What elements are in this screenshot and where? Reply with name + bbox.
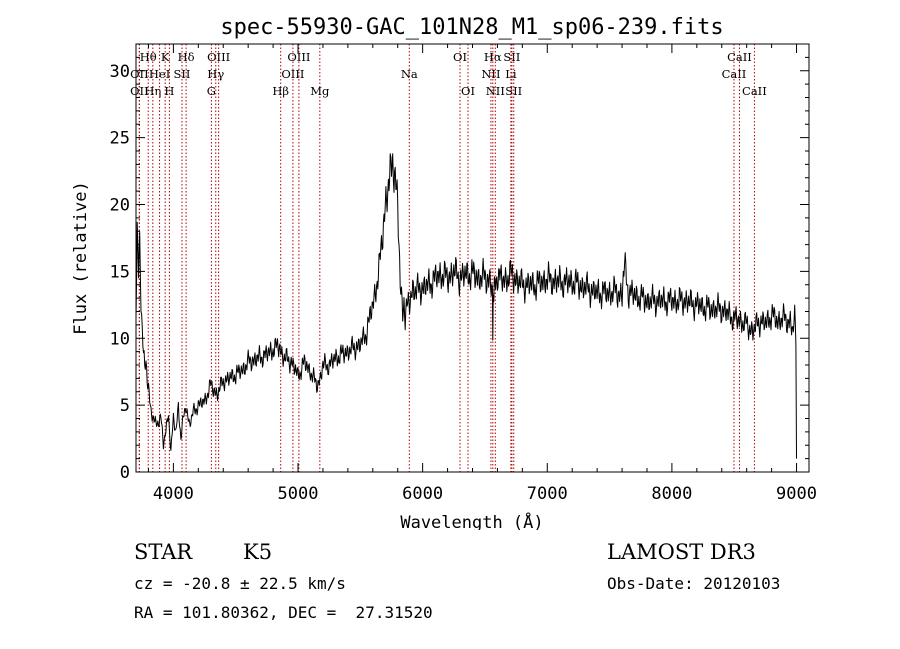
line-label-8: Hδ: [178, 50, 195, 64]
line-label-23: SII: [505, 84, 522, 98]
x-tick-label-1: 5000: [278, 484, 319, 504]
ra-dec-coordinates: RA = 101.80362, DEC = 27.31520: [134, 603, 433, 622]
line-label-7: H: [164, 84, 174, 98]
y-tick-label-0: 0: [120, 463, 130, 483]
chart-title: spec-55930-GAC_101N28_M1_sp06-239.fits: [220, 15, 723, 40]
line-label-6: SII: [174, 67, 191, 81]
x-axis-label: Wavelength (Å): [400, 511, 543, 530]
x-tick-label-0: 4000: [153, 484, 194, 504]
line-label-14: OIII: [287, 50, 310, 64]
line-label-0: Hθ: [140, 50, 157, 64]
line-label-16: Na: [401, 67, 418, 81]
axes: 4000 5000 6000 7000 8000 9000 0 5 10 15 20 25 30: [110, 43, 817, 504]
y-tick-label-4: 20: [110, 196, 130, 216]
y-tick-label-6: 30: [110, 62, 130, 82]
line-label-17: OI: [453, 50, 467, 64]
line-label-24: Li: [505, 67, 517, 81]
y-tick-label-3: 15: [110, 262, 130, 282]
line-label-25: CaII: [722, 67, 747, 81]
survey-name: LAMOST DR3: [607, 540, 756, 564]
line-label-21: NII: [486, 84, 505, 98]
object-class: STAR: [134, 540, 193, 564]
x-tick-label-2: 6000: [402, 484, 443, 504]
y-tick-label-5: 25: [110, 129, 130, 149]
line-label-18: OI: [461, 84, 475, 98]
line-label-13: OIII: [281, 67, 304, 81]
line-label-3: Hη: [144, 84, 161, 98]
line-label-2: OII: [130, 84, 149, 98]
line-label-12: Hβ: [272, 84, 289, 98]
x-tick-label-3: 7000: [527, 484, 568, 504]
y-axis-label: Flux (relative): [71, 181, 91, 335]
line-label-11: G: [207, 84, 216, 98]
line-label-27: CaII: [742, 84, 767, 98]
line-label-10: Hγ: [207, 67, 224, 81]
spectrum-chart: spec-55930-GAC_101N28_M1_sp06-239.fits H…: [71, 15, 817, 530]
line-label-20: Hα: [484, 50, 502, 64]
line-label-4: HeI: [149, 67, 170, 81]
line-label-19: NII: [481, 67, 500, 81]
line-label-9: OIII: [207, 50, 230, 64]
line-label-15: Mg: [310, 84, 330, 98]
observation-date: Obs-Date: 20120103: [607, 574, 781, 593]
y-tick-label-2: 10: [110, 329, 130, 349]
line-label-22: SII: [503, 50, 520, 64]
spectrum-series: [135, 153, 797, 459]
x-tick-label-4: 8000: [651, 484, 692, 504]
line-label-26: CaII: [727, 50, 752, 64]
redshift-velocity: cz = -20.8 ± 22.5 km/s: [134, 574, 346, 593]
x-tick-label-5: 9000: [776, 484, 817, 504]
object-subclass: K5: [243, 540, 273, 564]
spectrum-line-0: [135, 153, 797, 459]
y-tick-label-1: 5: [120, 396, 130, 416]
plot-frame: [135, 43, 810, 473]
line-label-5: K: [161, 50, 170, 64]
